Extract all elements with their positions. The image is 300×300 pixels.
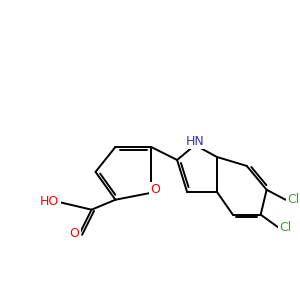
Text: HO: HO [40,195,59,208]
Text: Cl: Cl [279,221,292,234]
Text: O: O [150,183,160,196]
Text: O: O [70,227,80,240]
Text: Cl: Cl [287,193,300,206]
Text: HN: HN [186,134,204,148]
